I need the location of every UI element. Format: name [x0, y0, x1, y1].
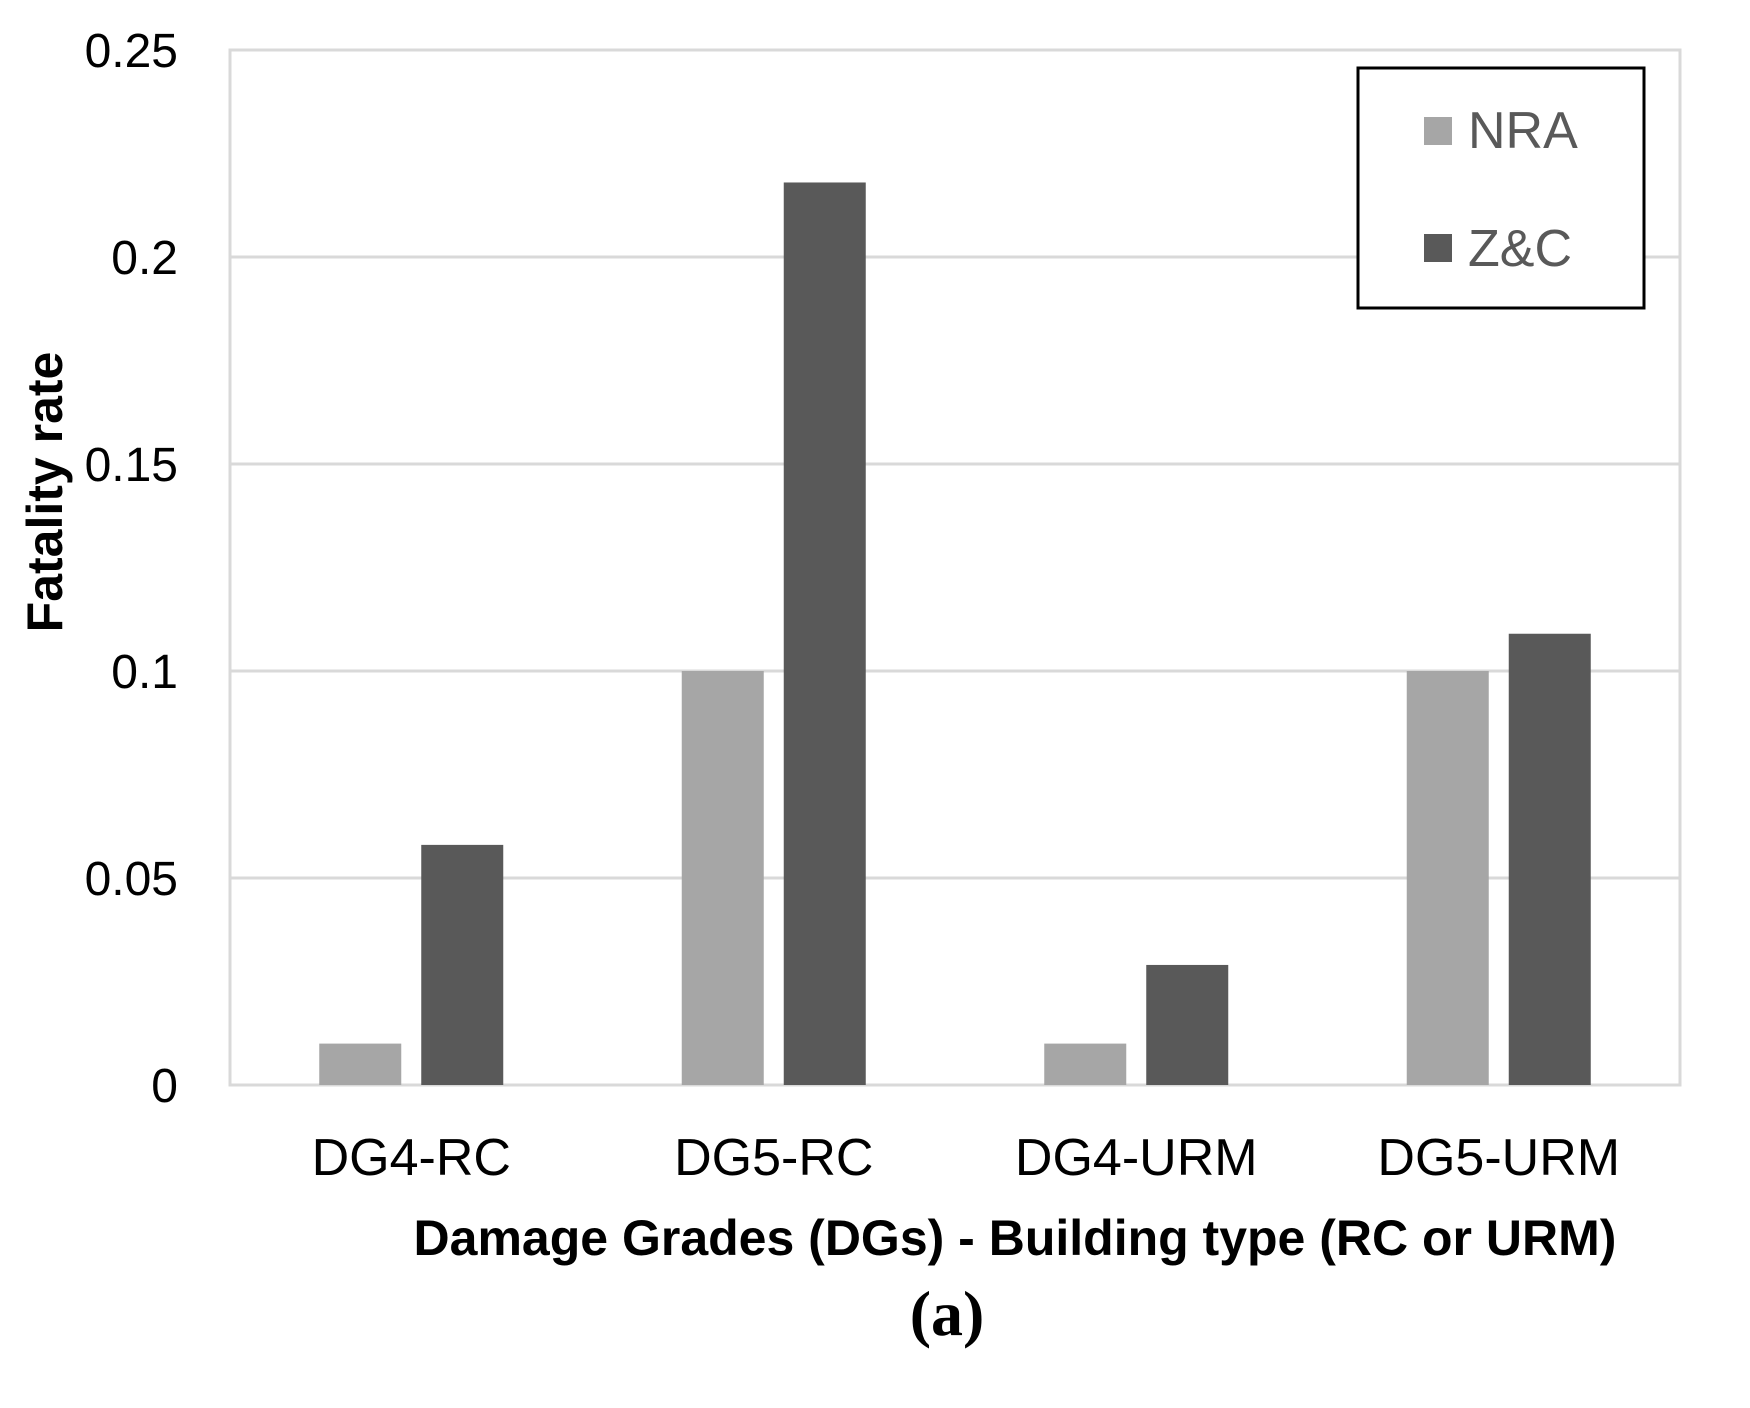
y-tick-label: 0.05 — [85, 853, 178, 906]
y-axis-title: Fatality rate — [17, 352, 73, 633]
bar-nra-dg5-urm — [1406, 671, 1489, 1085]
x-axis-title: Damage Grades (DGs) - Building type (RC … — [414, 1210, 1617, 1266]
bar-nra-dg5-rc — [681, 671, 764, 1085]
y-tick-label: 0.25 — [85, 25, 178, 78]
bars — [319, 182, 1591, 1086]
y-tick-label: 0.1 — [111, 646, 178, 699]
bar-zc-dg4-rc — [421, 844, 504, 1085]
x-tick-label: DG4-RC — [312, 1129, 511, 1187]
bar-zc-dg5-urm — [1508, 633, 1591, 1085]
x-tick-labels: DG4-RC DG5-RC DG4-URM DG5-URM — [312, 1129, 1621, 1187]
y-tick-labels: 0 0.05 0.1 0.15 0.2 0.25 — [85, 25, 178, 1113]
legend-swatch-zc — [1424, 234, 1452, 262]
x-tick-label: DG5-URM — [1377, 1129, 1620, 1187]
plot-area-border — [228, 48, 1682, 1087]
bar-nra-dg4-urm — [1044, 1043, 1127, 1085]
y-tick-label: 0.15 — [85, 439, 178, 492]
legend: NRA Z&C — [1356, 66, 1646, 310]
y-tick-label: 0.2 — [111, 232, 178, 285]
figure-caption: (a) — [910, 1278, 985, 1349]
legend-swatch-nra — [1424, 117, 1452, 145]
legend-box — [1356, 66, 1646, 310]
x-tick-label: DG4-URM — [1015, 1129, 1258, 1187]
legend-label-nra: NRA — [1468, 102, 1578, 160]
bar-zc-dg5-rc — [783, 182, 866, 1086]
x-tick-label: DG5-RC — [674, 1129, 873, 1187]
bar-zc-dg4-urm — [1146, 964, 1229, 1085]
legend-label-zc: Z&C — [1468, 220, 1572, 278]
y-tick-label: 0 — [151, 1060, 178, 1113]
bar-nra-dg4-rc — [319, 1043, 402, 1085]
